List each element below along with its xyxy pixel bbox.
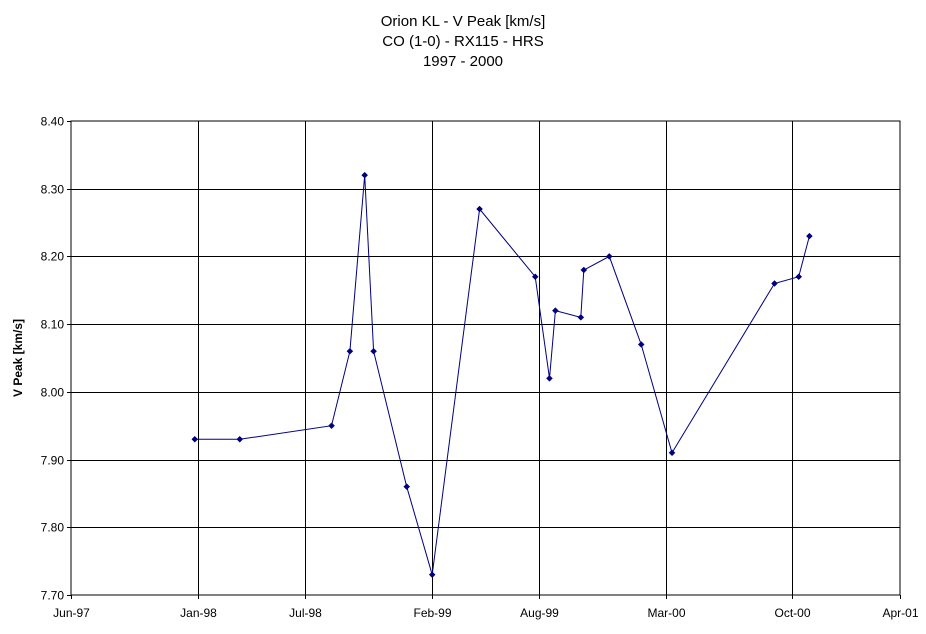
x-tick-label: Aug-99: [520, 606, 559, 620]
x-tick-label: Jun-97: [53, 606, 90, 620]
y-tick-label: 7.80: [41, 521, 65, 535]
data-point-marker: [552, 307, 559, 314]
data-point-marker: [580, 266, 588, 274]
gridlines: [71, 121, 900, 595]
y-tick-label: 8.20: [41, 250, 65, 264]
data-point-marker: [668, 449, 676, 457]
data-point-marker: [191, 435, 199, 443]
data-point-marker: [346, 347, 354, 355]
chart-title-line-1: Orion KL - V Peak [km/s]: [380, 13, 546, 30]
x-tick-label: Feb-99: [413, 606, 451, 620]
data-point-marker: [361, 171, 369, 179]
data-point-marker: [806, 232, 813, 240]
series-line: [194, 175, 810, 575]
data-point-marker: [546, 374, 553, 382]
data-point-marker: [637, 341, 645, 348]
data-point-marker: [428, 571, 436, 579]
y-tick-label: 8.10: [41, 318, 65, 332]
data-point-marker: [403, 483, 411, 491]
x-axis-ticks: Jun-97 Jan-98 Jul-98 Feb-99 Aug-99 Mar-00 Oct-…: [53, 595, 919, 620]
data-point-marker: [328, 422, 335, 430]
x-tick-label: Oct-00: [774, 606, 810, 620]
y-axis-title: V Peak [km/s]: [11, 319, 25, 397]
data-point-marker: [370, 347, 377, 355]
y-tick-label: 8.40: [41, 115, 65, 129]
data-point-marker: [236, 435, 244, 443]
plot-area: [70, 120, 901, 596]
chart-title-line-2: CO (1-0) - RX115 - HRS: [382, 33, 544, 50]
data-point-marker: [605, 253, 613, 260]
x-tick-label: Jan-98: [180, 606, 217, 620]
y-tick-label: 8.00: [41, 386, 65, 400]
x-tick-label: Jul-98: [289, 606, 322, 620]
data-point-marker: [795, 273, 803, 281]
x-tick-label: Apr-01: [882, 606, 918, 620]
data-point-marker: [771, 280, 778, 287]
data-point-marker: [531, 273, 539, 281]
data-series: [191, 171, 813, 579]
y-tick-label: 8.30: [41, 183, 65, 197]
x-tick-label: Mar-00: [647, 606, 685, 620]
y-axis-ticks: 7.70 7.80 7.90 8.00 8.10 8.20 8.30 8.40: [41, 115, 71, 603]
chart-title: Orion KL - V Peak [km/s] CO (1-0) - RX11…: [0, 12, 926, 72]
data-point-marker: [577, 314, 585, 321]
chart-title-line-3: 1997 - 2000: [422, 53, 504, 70]
y-tick-label: 7.70: [41, 589, 65, 603]
data-point-marker: [476, 205, 483, 213]
y-tick-label: 7.90: [41, 454, 65, 468]
